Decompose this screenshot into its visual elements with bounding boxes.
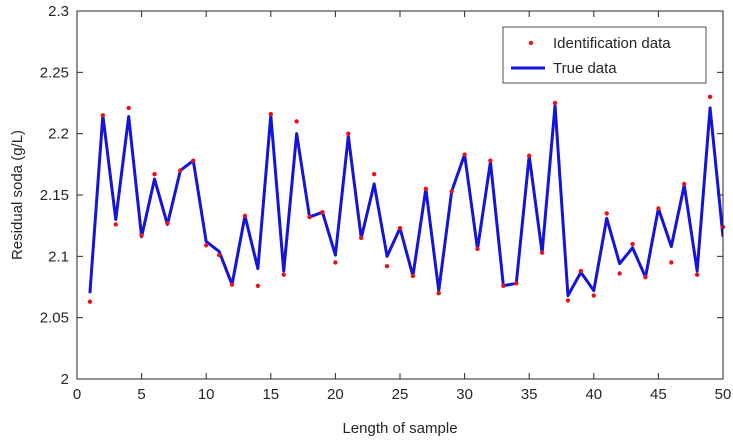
x-tick-label: 10 (198, 386, 215, 403)
data-point-identification-data (656, 206, 661, 211)
series-line-true-data (88, 103, 723, 298)
x-tick-label: 20 (327, 386, 344, 403)
x-axis-ticks: 0 5 10 15 20 25 30 35 40 45 50 (73, 11, 732, 403)
legend: Identification data True data (502, 26, 707, 84)
data-point-identification-data (694, 272, 700, 277)
x-axis-label: Length of sample (342, 420, 457, 437)
data-point-identification-data (294, 119, 299, 124)
y-axis-ticks: 2 2.05 2.1 2.15 2.2 2.25 2.3 (40, 3, 723, 388)
data-point-identification-data (320, 209, 325, 215)
y-axis-label: Residual soda (g/L) (9, 130, 26, 260)
data-point-identification-data (565, 298, 571, 303)
data-point-identification-data (178, 168, 183, 173)
data-point-identification-data (333, 260, 338, 265)
data-point-identification-data (643, 274, 648, 280)
legend-label-identification-data: Identification data (553, 35, 671, 52)
data-point-identification-data (514, 281, 519, 286)
data-point-identification-data (346, 131, 351, 136)
y-tick-label: 2 (61, 371, 69, 388)
data-point-identification-data (423, 186, 429, 192)
x-tick-label: 15 (262, 386, 279, 403)
legend-marker-identification-data (528, 40, 534, 46)
data-point-identification-data (410, 273, 416, 279)
y-tick-label: 2.25 (40, 64, 69, 81)
legend-label-true-data: True data (553, 60, 617, 77)
data-point-identification-data (307, 214, 312, 220)
y-tick-label: 2.2 (48, 126, 69, 143)
x-tick-label: 35 (521, 386, 538, 403)
data-point-identification-data (527, 153, 532, 158)
data-point-identification-data (281, 272, 286, 277)
x-tick-label: 0 (73, 386, 81, 403)
legend-box (502, 26, 707, 84)
data-point-identification-data (229, 282, 235, 287)
data-point-identification-data (604, 211, 609, 216)
data-point-identification-data (384, 263, 390, 269)
data-point-identification-data (578, 268, 584, 274)
y-tick-label: 2.3 (48, 3, 69, 20)
data-point-identification-data (488, 158, 493, 163)
data-point-identification-data (682, 181, 687, 187)
x-tick-label: 45 (650, 386, 667, 403)
y-tick-label: 2.15 (40, 187, 69, 204)
data-point-identification-data (204, 243, 209, 248)
data-point-identification-data (539, 250, 545, 255)
plot-frame (76, 10, 724, 380)
data-point-identification-data (371, 171, 377, 177)
data-point-identification-data (591, 293, 596, 298)
x-tick-label: 5 (137, 386, 145, 403)
x-tick-label: 50 (715, 386, 732, 403)
data-point-identification-data (669, 260, 674, 265)
data-point-identification-data (268, 111, 273, 117)
data-point-identification-data (126, 105, 131, 111)
data-point-identification-data (359, 235, 364, 241)
data-point-identification-data (113, 222, 118, 227)
data-point-identification-data (617, 271, 622, 276)
x-tick-label: 40 (585, 386, 602, 403)
series-layer (87, 94, 726, 304)
data-point-identification-data (630, 241, 635, 247)
x-tick-label: 30 (456, 386, 473, 403)
data-point-identification-data (165, 221, 170, 226)
data-point-identification-data (552, 100, 558, 106)
data-point-identification-data (255, 283, 261, 288)
data-point-identification-data (462, 152, 467, 157)
data-point-identification-data (191, 158, 196, 163)
x-tick-label: 25 (392, 386, 409, 403)
data-point-identification-data (139, 233, 144, 238)
data-point-identification-data (397, 225, 403, 231)
data-point-identification-data (501, 283, 506, 288)
data-point-identification-data (436, 290, 441, 296)
data-point-identification-data (475, 246, 480, 252)
data-point-identification-data (242, 213, 248, 219)
data-point-identification-data (87, 299, 93, 304)
data-point-identification-data (216, 252, 222, 258)
data-point-identification-data (449, 189, 454, 194)
data-point-identification-data (707, 94, 713, 100)
y-tick-label: 2.05 (40, 310, 69, 327)
y-tick-label: 2.1 (48, 248, 69, 265)
data-point-identification-data (100, 113, 106, 118)
data-point-identification-data (152, 171, 157, 177)
